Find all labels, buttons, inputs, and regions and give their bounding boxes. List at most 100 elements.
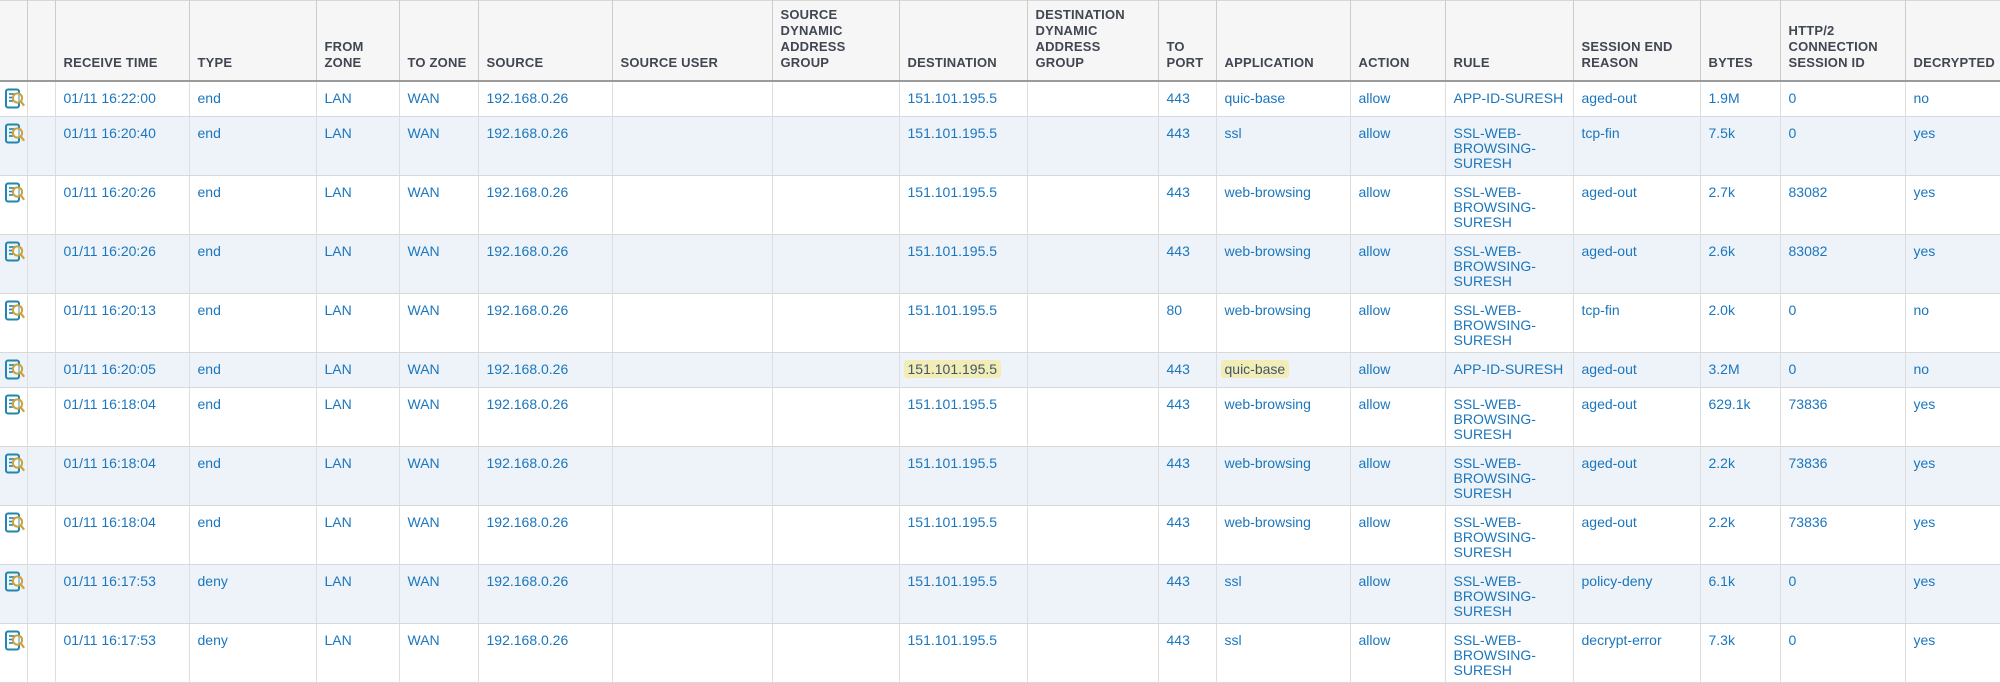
log-value-link[interactable]: 6.1k — [1708, 572, 1735, 589]
log-detail-icon[interactable] — [4, 241, 26, 263]
log-value-link[interactable]: allow — [1358, 301, 1391, 318]
log-value-link[interactable]: 2.2k — [1708, 454, 1735, 471]
log-value-link[interactable]: allow — [1358, 454, 1391, 471]
log-value-link[interactable]: web-browsing — [1224, 454, 1311, 471]
log-value-link[interactable]: web-browsing — [1224, 395, 1311, 412]
log-value-link[interactable]: 1.9M — [1708, 90, 1740, 106]
col-header-http2-session-id[interactable]: HTTP/2 CONNECTION SESSION ID — [1779, 0, 1905, 82]
log-value-link[interactable]: LAN — [324, 124, 352, 141]
log-value-link[interactable]: 01/11 16:20:40 — [63, 124, 156, 141]
log-value-link[interactable]: 629.1k — [1708, 395, 1751, 412]
log-value-link[interactable]: aged-out — [1581, 360, 1637, 377]
log-detail-icon[interactable] — [4, 512, 26, 534]
log-detail-icon[interactable] — [4, 571, 26, 593]
log-value-link[interactable]: end — [197, 360, 221, 377]
log-value-link[interactable]: allow — [1358, 124, 1391, 141]
log-value-link[interactable]: yes — [1913, 395, 1936, 412]
log-value-link[interactable]: LAN — [324, 395, 352, 412]
log-value-link[interactable]: SSL-WEB-BROWSING-SURESH — [1453, 395, 1536, 442]
log-value-link[interactable]: 443 — [1166, 183, 1190, 200]
log-value-link[interactable]: 443 — [1166, 513, 1190, 530]
col-header-destination[interactable]: DESTINATION — [898, 0, 1027, 82]
col-header-source-user[interactable]: SOURCE USER — [611, 0, 772, 82]
col-header-from-zone[interactable]: FROM ZONE — [315, 0, 399, 82]
log-value-link[interactable]: 83082 — [1788, 183, 1828, 200]
log-value-link[interactable]: WAN — [407, 513, 440, 530]
log-value-link[interactable]: APP-ID-SURESH — [1453, 360, 1564, 377]
log-value-link[interactable]: 0 — [1788, 124, 1797, 141]
log-value-link[interactable]: 2.7k — [1708, 183, 1735, 200]
log-value-link[interactable]: APP-ID-SURESH — [1453, 90, 1564, 106]
col-header-type[interactable]: TYPE — [188, 0, 316, 82]
log-value-link[interactable]: 192.168.0.26 — [486, 124, 569, 141]
log-value-link[interactable]: 443 — [1166, 360, 1190, 377]
log-value-link[interactable]: 01/11 16:20:26 — [63, 242, 156, 259]
log-value-link[interactable]: 151.101.195.5 — [907, 572, 998, 589]
log-value-link[interactable]: end — [197, 395, 221, 412]
log-value-link[interactable]: yes — [1913, 242, 1936, 259]
log-value-link[interactable]: 01/11 16:20:26 — [63, 183, 156, 200]
log-value-link[interactable]: SSL-WEB-BROWSING-SURESH — [1453, 301, 1536, 348]
col-header-bytes[interactable]: BYTES — [1699, 0, 1780, 82]
log-value-link[interactable]: 151.101.195.5 — [907, 301, 998, 318]
log-value-link[interactable]: 0 — [1788, 301, 1797, 318]
log-value-link[interactable]: allow — [1358, 90, 1391, 106]
log-value-link[interactable]: SSL-WEB-BROWSING-SURESH — [1453, 242, 1536, 289]
log-value-link[interactable]: SSL-WEB-BROWSING-SURESH — [1453, 183, 1536, 230]
log-value-link[interactable]: LAN — [324, 513, 352, 530]
log-detail-icon[interactable] — [4, 630, 26, 652]
log-value-link[interactable]: 7.5k — [1708, 124, 1735, 141]
log-value-link[interactable]: quic-base — [1220, 359, 1290, 378]
log-value-link[interactable]: 73836 — [1788, 395, 1828, 412]
log-value-link[interactable]: LAN — [324, 631, 352, 648]
log-value-link[interactable]: web-browsing — [1224, 301, 1311, 318]
log-value-link[interactable]: SSL-WEB-BROWSING-SURESH — [1453, 513, 1536, 560]
log-value-link[interactable]: SSL-WEB-BROWSING-SURESH — [1453, 124, 1536, 171]
col-header-session-end-reason[interactable]: SESSION END REASON — [1572, 0, 1700, 82]
log-value-link[interactable]: 01/11 16:20:05 — [63, 360, 156, 377]
log-value-link[interactable]: 443 — [1166, 572, 1190, 589]
log-value-link[interactable]: end — [197, 124, 221, 141]
log-value-link[interactable]: aged-out — [1581, 242, 1637, 259]
log-value-link[interactable]: 151.101.195.5 — [907, 242, 998, 259]
log-value-link[interactable]: allow — [1358, 631, 1391, 648]
log-value-link[interactable]: tcp-fin — [1581, 301, 1620, 318]
log-value-link[interactable]: WAN — [407, 242, 440, 259]
log-value-link[interactable]: LAN — [324, 360, 352, 377]
log-value-link[interactable]: 151.101.195.5 — [907, 183, 998, 200]
log-value-link[interactable]: WAN — [407, 301, 440, 318]
log-value-link[interactable]: 01/11 16:22:00 — [63, 90, 156, 106]
log-value-link[interactable]: 01/11 16:18:04 — [63, 513, 156, 530]
log-value-link[interactable]: 01/11 16:18:04 — [63, 454, 156, 471]
log-value-link[interactable]: yes — [1913, 124, 1936, 141]
log-value-link[interactable]: 151.101.195.5 — [907, 513, 998, 530]
log-value-link[interactable]: 151.101.195.5 — [907, 454, 998, 471]
log-value-link[interactable]: aged-out — [1581, 513, 1637, 530]
log-detail-icon[interactable] — [4, 453, 26, 475]
log-value-link[interactable]: deny — [197, 572, 228, 589]
log-value-link[interactable]: 151.101.195.5 — [907, 124, 998, 141]
log-value-link[interactable]: ssl — [1224, 631, 1242, 648]
log-value-link[interactable]: quic-base — [1224, 90, 1286, 106]
log-value-link[interactable]: WAN — [407, 395, 440, 412]
log-value-link[interactable]: yes — [1913, 454, 1936, 471]
log-value-link[interactable]: WAN — [407, 360, 440, 377]
log-value-link[interactable]: 192.168.0.26 — [486, 572, 569, 589]
log-value-link[interactable]: end — [197, 90, 221, 106]
log-value-link[interactable]: allow — [1358, 395, 1391, 412]
log-value-link[interactable]: 192.168.0.26 — [486, 90, 569, 106]
log-value-link[interactable]: aged-out — [1581, 183, 1637, 200]
log-value-link[interactable]: decrypt-error — [1581, 631, 1662, 648]
col-header-decrypted[interactable]: DECRYPTED — [1904, 0, 2000, 82]
log-value-link[interactable]: WAN — [407, 572, 440, 589]
log-value-link[interactable]: 443 — [1166, 454, 1190, 471]
log-value-link[interactable]: WAN — [407, 183, 440, 200]
log-value-link[interactable]: yes — [1913, 572, 1936, 589]
log-value-link[interactable]: 443 — [1166, 90, 1190, 106]
log-detail-icon[interactable] — [4, 88, 26, 110]
log-value-link[interactable]: 2.2k — [1708, 513, 1735, 530]
log-value-link[interactable]: allow — [1358, 360, 1391, 377]
log-value-link[interactable]: 01/11 16:17:53 — [63, 572, 156, 589]
log-value-link[interactable]: allow — [1358, 242, 1391, 259]
log-value-link[interactable]: allow — [1358, 572, 1391, 589]
